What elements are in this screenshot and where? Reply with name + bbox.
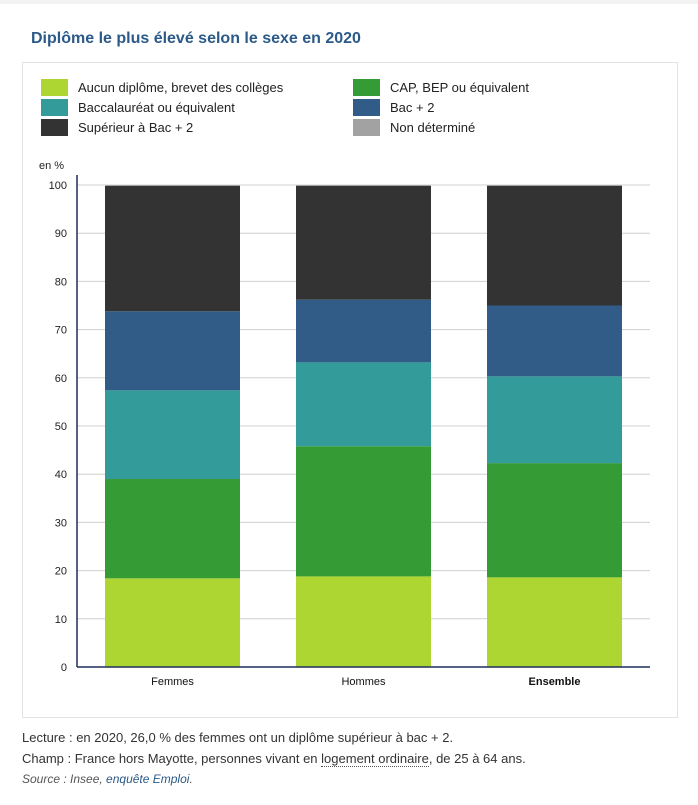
y-tick-label-90: 90 — [55, 228, 67, 240]
y-tick-label-70: 70 — [55, 325, 67, 337]
y-tick-label-0: 0 — [61, 662, 67, 674]
bar-hommes-2 — [296, 446, 431, 577]
page-title: Diplôme le plus élevé selon le sexe en 2… — [31, 30, 361, 47]
bar-hommes-4 — [296, 299, 431, 363]
bar-hommes-5 — [296, 185, 431, 300]
y-tick-label-40: 40 — [55, 469, 67, 481]
y-axis-label: en % — [39, 160, 64, 172]
chart: Aucun diplôme, brevet des collèges CAP, B… — [39, 79, 650, 688]
bar-femmes-6 — [105, 185, 240, 186]
legend-label-6: Non déterminé — [390, 120, 475, 135]
x-tick-label-femmes: Femmes — [151, 676, 194, 688]
y-tick-label-80: 80 — [55, 276, 67, 288]
bar-femmes-4 — [105, 311, 240, 391]
chart-frame: Aucun diplôme, brevet des collèges CAP, B… — [22, 62, 678, 718]
legend-swatch-3 — [41, 99, 68, 116]
y-tick-label-50: 50 — [55, 421, 67, 433]
bar-femmes-1 — [105, 578, 240, 667]
bar-ensemble-2 — [487, 463, 622, 578]
note-source: Source : Insee, enquête Emploi. — [22, 769, 526, 790]
x-tick-label-ensemble: Ensemble — [529, 676, 581, 688]
y-tick-label-100: 100 — [49, 180, 67, 192]
note-champ: Champ : France hors Mayotte, personnes v… — [22, 748, 526, 769]
bar-ensemble-3 — [487, 376, 622, 464]
legend-swatch-4 — [353, 99, 380, 116]
legend-swatch-6 — [353, 119, 380, 136]
chart-notes: Lecture : en 2020, 26,0 % des femmes ont… — [22, 727, 526, 790]
legend-label-3: Baccalauréat ou équivalent — [78, 100, 235, 115]
note-source-suffix: . — [189, 772, 193, 786]
legend-label-1: Aucun diplôme, brevet des collèges — [78, 80, 284, 95]
top-border — [0, 0, 698, 4]
note-champ-suffix: , de 25 à 64 ans. — [428, 751, 526, 766]
legend-label-2: CAP, BEP ou équivalent — [390, 80, 529, 95]
legend-swatch-1 — [41, 79, 68, 96]
bar-femmes-3 — [105, 390, 240, 480]
bar-ensemble-5 — [487, 185, 622, 306]
bar-femmes-5 — [105, 185, 240, 312]
note-champ-prefix: Champ : France hors Mayotte, personnes v… — [22, 751, 322, 766]
legend-swatch-2 — [353, 79, 380, 96]
bar-hommes-3 — [296, 362, 431, 447]
bar-femmes-2 — [105, 479, 240, 579]
legend-swatch-5 — [41, 119, 68, 136]
bar-ensemble-1 — [487, 577, 622, 667]
y-tick-label-20: 20 — [55, 566, 67, 578]
bar-hommes-1 — [296, 576, 431, 667]
enquete-emploi-link[interactable]: enquête Emploi — [106, 772, 190, 786]
bar-hommes-6 — [296, 185, 431, 186]
note-source-prefix: Source : Insee, — [22, 772, 107, 786]
logement-ordinaire-link[interactable]: logement ordinaire — [321, 751, 429, 767]
y-tick-label-10: 10 — [55, 614, 67, 626]
bar-ensemble-6 — [487, 185, 622, 186]
y-tick-label-30: 30 — [55, 517, 67, 529]
legend-label-5: Supérieur à Bac + 2 — [78, 120, 193, 135]
bar-ensemble-4 — [487, 305, 622, 377]
legend-label-4: Bac + 2 — [390, 100, 434, 115]
y-tick-label-60: 60 — [55, 373, 67, 385]
x-tick-label-hommes: Hommes — [341, 676, 386, 688]
note-lecture: Lecture : en 2020, 26,0 % des femmes ont… — [22, 730, 454, 745]
